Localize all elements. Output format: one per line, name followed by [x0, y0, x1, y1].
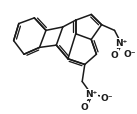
Text: N⁺: N⁺ [115, 39, 127, 48]
Text: O: O [81, 102, 89, 111]
Text: O⁻: O⁻ [124, 49, 136, 58]
Text: N⁺: N⁺ [85, 90, 97, 99]
Text: O⁻: O⁻ [101, 93, 113, 102]
Text: O: O [111, 50, 118, 59]
